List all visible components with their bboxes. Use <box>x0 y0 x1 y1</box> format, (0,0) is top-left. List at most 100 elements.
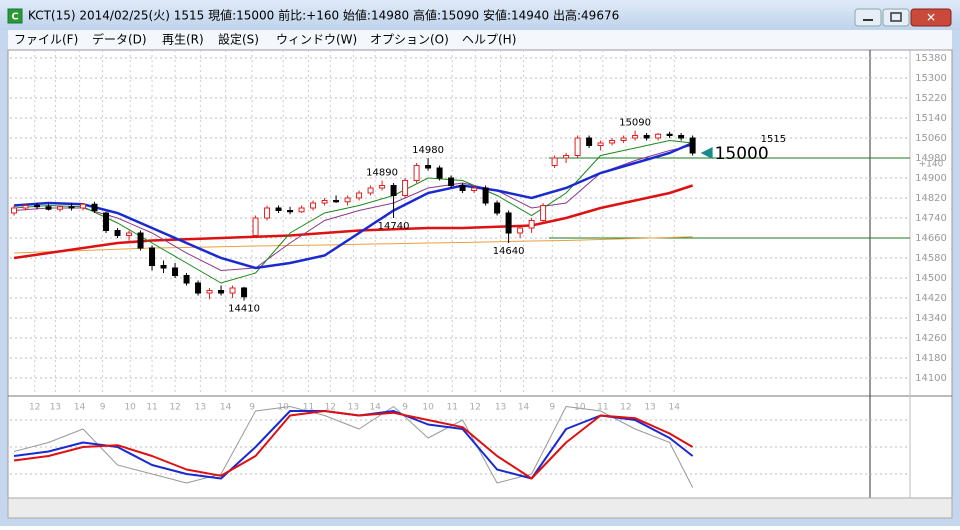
candle-body <box>103 212 110 231</box>
y-tick-label: 14180 <box>915 353 947 364</box>
x-tick-label: 9 <box>100 403 106 413</box>
candle-body <box>367 187 374 194</box>
menu-item[interactable]: データ(D) <box>92 32 147 47</box>
candle-body <box>22 205 29 209</box>
status-bar <box>7 497 953 519</box>
x-tick-label: 11 <box>303 403 314 413</box>
app-icon <box>7 8 23 24</box>
app-icon-glyph: C <box>11 12 18 23</box>
moving-average-line <box>13 184 694 260</box>
candle-body <box>413 165 420 181</box>
candle-body <box>597 142 604 146</box>
x-tick-label: 11 <box>146 403 157 413</box>
x-tick-label: 12 <box>29 403 40 413</box>
moving-average-line <box>13 139 693 284</box>
price-annotation: 14410 <box>228 304 260 315</box>
candle-body <box>505 212 512 234</box>
candle-body <box>298 207 305 213</box>
candle-body <box>678 135 685 139</box>
candle-body <box>344 197 351 203</box>
candle-body <box>45 206 52 210</box>
candle-body <box>172 267 179 276</box>
candle-body <box>574 137 581 156</box>
close-button[interactable] <box>910 8 952 27</box>
y-tick-label: 14980 <box>915 153 947 164</box>
candle-body <box>563 155 570 159</box>
y-tick-label: 14500 <box>915 273 947 284</box>
candle-body <box>425 165 432 169</box>
candle-body <box>114 230 121 236</box>
candle-body <box>482 187 489 204</box>
y-tick-label: 14100 <box>915 373 947 384</box>
candle-body <box>229 287 236 294</box>
y-tick-label: 15380 <box>915 53 947 64</box>
x-tick-label: 12 <box>620 403 631 413</box>
y-tick-label: 14580 <box>915 253 947 264</box>
menu-item[interactable]: オプション(O) <box>370 33 449 47</box>
x-tick-label: 10 <box>124 403 136 413</box>
candle-body <box>666 133 673 136</box>
candle-body <box>356 192 363 199</box>
candle-body <box>310 202 317 209</box>
candle-body <box>632 135 639 139</box>
candle-body <box>551 157 558 166</box>
y-tick-label: 14820 <box>915 193 947 204</box>
candle-body <box>402 180 409 196</box>
candle-body <box>183 275 190 284</box>
moving-average-line <box>14 236 693 254</box>
x-tick-label: 9 <box>549 403 555 413</box>
candle-body <box>206 290 213 294</box>
candle-body <box>252 217 259 236</box>
maximize-button[interactable] <box>882 8 910 27</box>
candle-body <box>379 185 386 189</box>
x-tick-label: 13 <box>195 403 206 413</box>
candle-body <box>586 137 593 146</box>
y-tick-label: 14340 <box>915 313 947 324</box>
candle-body <box>620 137 627 141</box>
candle-body <box>287 210 294 213</box>
candle-body <box>494 202 501 214</box>
candle-body <box>91 203 98 211</box>
x-tick-label: 10 <box>422 403 434 413</box>
menu-item[interactable]: 再生(R) <box>162 33 204 47</box>
window-title: KCT(15) 2014/02/25(火) 1515 現値:15000 前比:+… <box>28 8 619 23</box>
last-price-label: 15000 <box>715 144 769 164</box>
x-tick-label: 14 <box>220 403 232 413</box>
menu-item[interactable]: ヘルプ(H) <box>462 33 516 47</box>
candle-body <box>321 200 328 204</box>
oscillator-line <box>13 410 694 480</box>
y-tick-label: 14420 <box>915 293 947 304</box>
x-tick-label: 9 <box>249 403 255 413</box>
price-annotation: 15090 <box>619 118 651 129</box>
candle-body <box>333 200 340 203</box>
candle-body <box>241 287 248 298</box>
candle-body <box>689 137 696 154</box>
x-tick-label: 12 <box>470 403 481 413</box>
menu-item[interactable]: 設定(S) <box>218 32 259 47</box>
candle-body <box>471 187 478 191</box>
x-tick-label: 13 <box>495 403 506 413</box>
y-tick-label: 15220 <box>915 93 947 104</box>
candle-body <box>643 135 650 139</box>
change-label: +140 <box>919 160 944 170</box>
minimize-button[interactable] <box>854 8 882 27</box>
candle-body <box>609 140 616 144</box>
menu-item[interactable]: ウィンドウ(W) <box>276 33 357 47</box>
x-tick-label: 13 <box>644 403 655 413</box>
candle-body <box>436 167 443 179</box>
candle-body <box>80 203 87 209</box>
candle-body <box>68 206 75 209</box>
last-price-marker <box>700 147 713 159</box>
x-tick-label: 11 <box>597 403 608 413</box>
menu-bar <box>8 30 952 50</box>
candle-body <box>528 220 535 229</box>
x-tick-label: 11 <box>447 403 458 413</box>
candle-body <box>459 185 466 191</box>
price-annotation: 14740 <box>378 221 410 232</box>
close-glyph: ✕ <box>926 11 936 25</box>
y-tick-label: 14660 <box>915 233 947 244</box>
candle-body <box>540 205 547 221</box>
x-tick-label: 10 <box>574 403 586 413</box>
y-tick-label: 15060 <box>915 133 947 144</box>
menu-item[interactable]: ファイル(F) <box>14 33 78 47</box>
